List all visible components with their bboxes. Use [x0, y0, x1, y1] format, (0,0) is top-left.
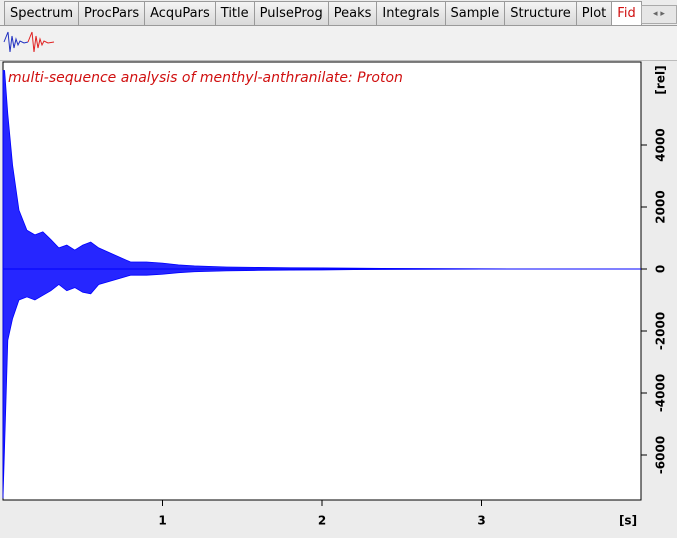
y-tick-label: -6000 — [654, 436, 668, 474]
y-tick-label: 4000 — [654, 128, 668, 161]
tab[interactable]: ProcPars — [78, 1, 146, 25]
tab-line — [0, 25, 677, 26]
tab[interactable]: Integrals — [376, 1, 446, 25]
tab-bar: Spectrum ProcPars AcquPars Title PulseProg Pe… — [4, 1, 642, 25]
x-tick-label: 3 — [477, 514, 485, 528]
y-tick-label: -2000 — [654, 312, 668, 350]
tab[interactable]: PulseProg — [253, 1, 329, 25]
tab[interactable]: AcquPars — [144, 1, 216, 25]
fid-icon[interactable] — [2, 28, 58, 58]
tab[interactable]: Plot — [575, 1, 613, 25]
fid-envelope — [2, 70, 642, 270]
tab[interactable]: Spectrum — [4, 1, 79, 25]
toolbar — [0, 26, 677, 61]
x-tick-label: 1 — [158, 514, 166, 528]
tab[interactable]: Structure — [504, 1, 577, 25]
x-axis-label: [s] — [619, 514, 637, 528]
y-axis-label: [rel] — [654, 65, 668, 94]
fid-envelope — [2, 268, 642, 499]
tab[interactable]: Title — [214, 1, 255, 25]
y-tick-label: 2000 — [654, 190, 668, 223]
tab[interactable]: Peaks — [327, 1, 378, 25]
x-tick-label: 2 — [318, 514, 326, 528]
chart-title: multi-sequence analysis of menthyl-anthr… — [8, 70, 403, 86]
y-tick-label: 0 — [654, 265, 668, 273]
tab[interactable]: Sample — [444, 1, 506, 25]
y-tick-label: -4000 — [654, 374, 668, 412]
